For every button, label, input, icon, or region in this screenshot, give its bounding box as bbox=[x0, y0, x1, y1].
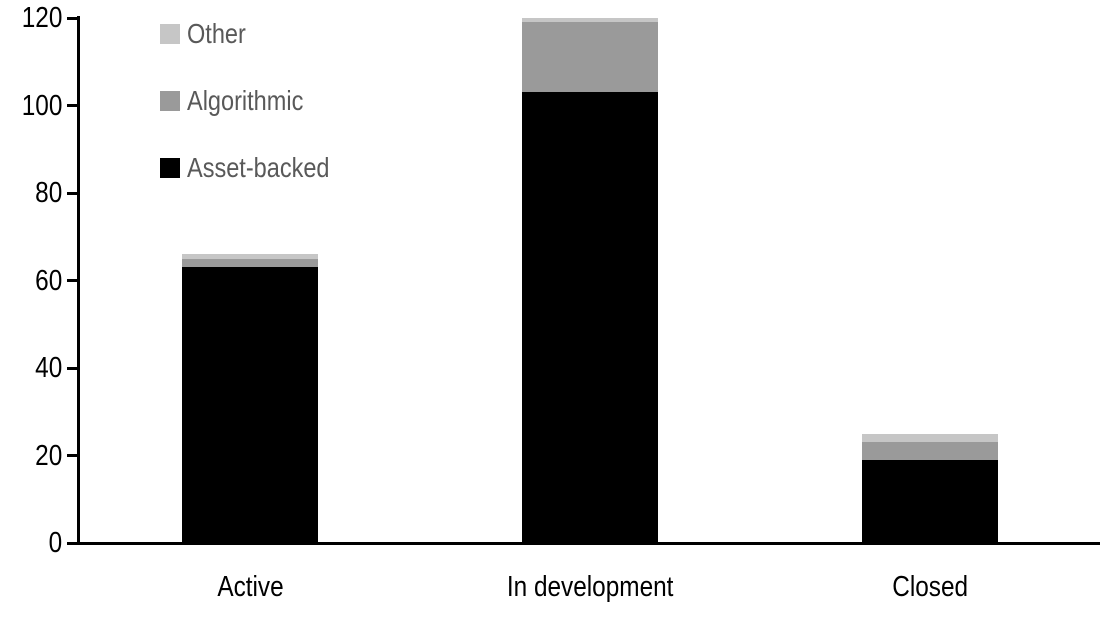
legend-label-text: Asset-backed bbox=[187, 152, 330, 183]
legend-label: Algorithmic bbox=[187, 85, 325, 116]
y-tick-label: 120 bbox=[0, 2, 62, 34]
y-tick-label: 60 bbox=[0, 265, 62, 297]
bar-segment-other-in-development bbox=[522, 18, 658, 23]
x-category-label: In development bbox=[430, 570, 750, 604]
y-tick-mark bbox=[67, 454, 80, 457]
bar-segment-other-active bbox=[182, 254, 318, 259]
y-tick-mark bbox=[67, 191, 80, 195]
x-category-label: Closed bbox=[770, 570, 1090, 604]
legend-swatch-algorithmic bbox=[160, 91, 180, 111]
y-tick-mark bbox=[67, 16, 80, 20]
y-tick-label-text: 0 bbox=[48, 527, 62, 559]
y-tick-label: 20 bbox=[0, 440, 62, 472]
y-tick-label: 40 bbox=[0, 352, 62, 384]
bar-segment-asset-backed-active bbox=[182, 267, 318, 543]
y-tick-label-text: 20 bbox=[34, 439, 62, 472]
y-tick-mark bbox=[67, 366, 80, 370]
legend-item-algorithmic: Algorithmic bbox=[160, 85, 325, 116]
y-tick-mark bbox=[67, 279, 80, 282]
legend-label-text: Algorithmic bbox=[187, 85, 304, 116]
y-tick-label-text: 80 bbox=[34, 177, 62, 209]
legend-label: Other bbox=[187, 18, 257, 49]
y-tick-label-text: 100 bbox=[21, 89, 62, 122]
y-tick-mark bbox=[67, 104, 80, 107]
y-tick-label-text: 120 bbox=[21, 2, 62, 34]
legend-swatch-other bbox=[160, 24, 180, 44]
y-tick-label-text: 40 bbox=[34, 352, 62, 384]
y-tick-label: 80 bbox=[0, 177, 62, 209]
bar-segment-other-closed bbox=[862, 433, 998, 443]
y-tick-label-text: 60 bbox=[34, 264, 62, 297]
bar-segment-algorithmic-in-development bbox=[522, 22, 658, 93]
x-category-label-text: Active bbox=[216, 571, 284, 603]
x-category-label: Active bbox=[90, 570, 410, 604]
bar-segment-asset-backed-closed bbox=[862, 459, 998, 543]
legend-item-other: Other bbox=[160, 18, 257, 49]
legend-swatch-asset-backed bbox=[160, 158, 180, 178]
bar-segment-asset-backed-in-development bbox=[522, 92, 658, 543]
legend-label-text: Other bbox=[187, 18, 246, 49]
x-category-label-text: In development bbox=[506, 571, 674, 603]
bar-segment-algorithmic-active bbox=[182, 258, 318, 268]
legend-item-asset-backed: Asset-backed bbox=[160, 152, 357, 183]
y-tick-label: 100 bbox=[0, 90, 62, 122]
bar-segment-algorithmic-closed bbox=[862, 442, 998, 460]
y-tick-label: 0 bbox=[0, 527, 62, 559]
legend-label: Asset-backed bbox=[187, 152, 357, 183]
y-tick-mark bbox=[67, 541, 80, 545]
x-axis-line bbox=[77, 542, 1100, 545]
x-category-label-text: Closed bbox=[892, 571, 968, 603]
